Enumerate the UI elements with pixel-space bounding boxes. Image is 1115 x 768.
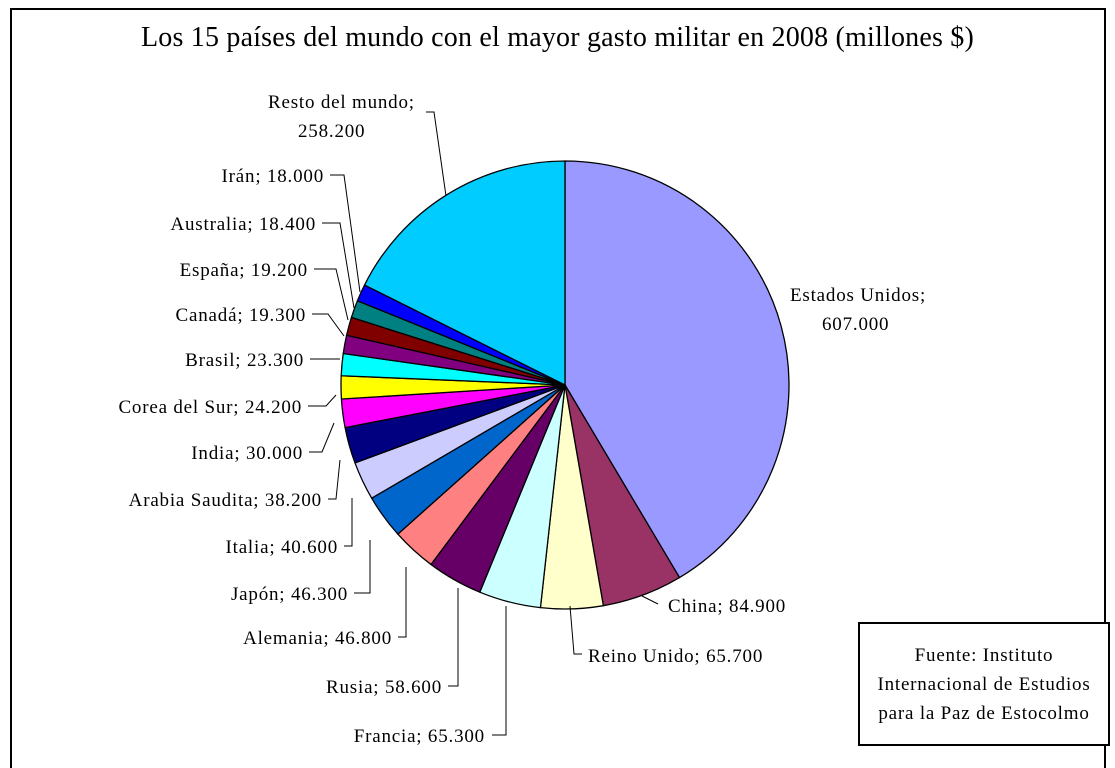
slice-label-estados-unidos-line-2: 607.000	[822, 314, 889, 335]
pie-slice-resto-del-mundo	[363, 160, 566, 386]
slice-label-francia: Francia; 65.300	[354, 726, 485, 747]
leader-line-rusia	[448, 588, 459, 687]
slice-label-espana: España; 19.200	[180, 260, 308, 281]
pie-slice-estados-unidos	[564, 160, 790, 579]
slice-label-india: India; 30.000	[191, 443, 303, 464]
leader-line-canada	[312, 313, 345, 337]
source-note: Fuente: Instituto Internacional de Estud…	[858, 622, 1110, 746]
leader-line-arabia-saudita	[328, 459, 341, 500]
slice-label-arabia-saudita: Arabia Saudita; 38.200	[129, 490, 322, 511]
leader-line-corea-del-sur	[308, 394, 337, 407]
slice-label-alemania: Alemania; 46.800	[243, 628, 392, 649]
slice-label-rusia: Rusia; 58.600	[326, 677, 442, 698]
slice-label-estados-unidos-line-1: Estados Unidos;	[790, 285, 926, 306]
source-line-1: Fuente: Instituto	[914, 644, 1054, 666]
leader-line-reino-unido	[569, 605, 582, 655]
chart-title: Los 15 países del mundo con el mayor gas…	[140, 22, 975, 53]
slice-label-china: China; 84.900	[668, 596, 786, 617]
leader-line-australia	[322, 222, 355, 309]
leader-line-francia	[492, 606, 507, 736]
slice-label-resto-del-mundo-line-2: 258.200	[298, 121, 365, 142]
slice-label-japon: Japón; 46.300	[231, 584, 348, 605]
leader-line-espana	[314, 268, 349, 321]
slice-label-italia: Italia; 40.600	[225, 537, 338, 558]
slice-label-canada: Canadá; 19.300	[176, 305, 306, 326]
leader-line-italia	[344, 498, 353, 547]
leader-line-iran	[330, 174, 361, 293]
slice-label-brasil: Brasil; 23.300	[185, 350, 304, 371]
slice-label-corea-del-sur: Corea del Sur; 24.200	[118, 397, 302, 418]
source-line-2: Internacional de Estudios	[877, 673, 1091, 695]
slice-label-iran: Irán; 18.000	[222, 166, 324, 187]
leader-line-china	[641, 595, 659, 605]
leader-line-japon	[354, 540, 371, 594]
source-line-3: para la Paz de Estocolmo	[878, 702, 1090, 724]
slice-label-australia: Australia; 18.400	[170, 214, 316, 235]
leader-line-resto-del-mundo	[426, 111, 447, 197]
leader-line-alemania	[398, 567, 407, 638]
slice-label-reino-unido: Reino Unido; 65.700	[588, 646, 763, 667]
slice-label-resto-del-mundo-line-1: Resto del mundo;	[268, 92, 415, 113]
leader-line-india	[309, 422, 335, 453]
